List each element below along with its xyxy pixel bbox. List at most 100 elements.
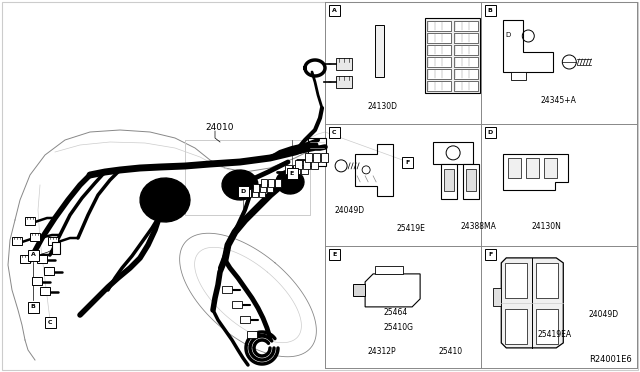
Polygon shape xyxy=(501,258,563,348)
Bar xyxy=(247,331,257,338)
Bar xyxy=(526,158,540,178)
Bar xyxy=(328,249,340,260)
Bar xyxy=(267,184,273,192)
Text: 24049D: 24049D xyxy=(334,206,364,215)
Bar xyxy=(536,263,558,298)
Bar xyxy=(484,5,496,16)
Bar xyxy=(275,179,281,187)
Text: F: F xyxy=(488,252,492,257)
Bar xyxy=(427,69,451,79)
Bar xyxy=(427,33,451,43)
Text: 24345+A: 24345+A xyxy=(541,96,577,105)
Bar xyxy=(427,57,451,67)
Bar xyxy=(45,317,56,327)
Bar xyxy=(28,250,38,260)
Bar xyxy=(237,186,248,196)
Text: 24388MA: 24388MA xyxy=(461,222,497,231)
Text: 24312P: 24312P xyxy=(368,347,397,356)
Bar xyxy=(427,21,451,31)
Text: E: E xyxy=(332,252,336,257)
Bar xyxy=(222,286,232,293)
Bar xyxy=(252,189,258,197)
Bar xyxy=(259,189,265,197)
Bar xyxy=(308,138,326,166)
Bar xyxy=(511,72,526,80)
Bar xyxy=(313,153,320,162)
Bar xyxy=(444,169,454,191)
Text: A: A xyxy=(31,253,35,257)
Bar xyxy=(245,189,251,197)
Text: 24049D: 24049D xyxy=(589,310,619,319)
Bar xyxy=(454,69,478,79)
Bar xyxy=(37,255,47,263)
Bar xyxy=(433,142,473,164)
Bar xyxy=(425,18,480,93)
Bar xyxy=(336,76,352,88)
Bar xyxy=(454,33,478,43)
Bar xyxy=(48,237,58,245)
Bar xyxy=(285,165,292,174)
Bar xyxy=(232,301,242,308)
Text: B: B xyxy=(31,305,35,310)
Text: 25410G: 25410G xyxy=(384,323,414,332)
Text: C: C xyxy=(332,130,337,135)
Text: 25419E: 25419E xyxy=(397,224,426,233)
Text: 25419EA: 25419EA xyxy=(538,330,572,339)
Bar xyxy=(454,21,478,31)
Bar xyxy=(32,277,42,285)
Bar xyxy=(466,169,476,191)
Bar xyxy=(328,5,340,16)
Bar xyxy=(240,316,250,323)
Bar xyxy=(506,263,527,298)
Bar xyxy=(401,157,413,167)
Bar xyxy=(44,267,54,275)
Bar xyxy=(305,153,312,162)
Bar xyxy=(427,81,451,91)
Bar xyxy=(261,179,267,187)
Bar xyxy=(28,301,38,312)
Bar xyxy=(25,217,35,225)
Bar xyxy=(484,127,496,138)
Bar xyxy=(40,287,50,295)
Bar xyxy=(544,158,557,178)
Bar xyxy=(375,25,384,77)
Bar xyxy=(493,288,501,306)
Polygon shape xyxy=(222,170,258,200)
Bar xyxy=(336,58,352,70)
Bar xyxy=(375,266,403,274)
Text: F: F xyxy=(405,160,409,164)
Bar xyxy=(536,309,558,344)
Bar xyxy=(508,158,521,178)
Bar xyxy=(328,127,340,138)
Bar xyxy=(287,167,298,179)
Bar xyxy=(303,160,310,169)
Bar xyxy=(301,165,308,174)
Bar xyxy=(260,184,266,192)
Bar xyxy=(311,160,318,169)
Bar xyxy=(484,249,496,260)
Text: D: D xyxy=(488,130,493,135)
Bar xyxy=(293,165,300,174)
Bar xyxy=(52,242,60,254)
Text: 25410: 25410 xyxy=(438,347,463,356)
Text: B: B xyxy=(488,8,493,13)
Text: R24001E6: R24001E6 xyxy=(589,355,632,364)
Text: 25464: 25464 xyxy=(384,308,408,317)
Text: E: E xyxy=(290,170,294,176)
Text: A: A xyxy=(332,8,337,13)
Bar xyxy=(427,45,451,55)
Bar xyxy=(253,184,259,192)
Bar xyxy=(353,284,365,296)
Bar xyxy=(463,164,479,199)
Text: D: D xyxy=(506,32,511,38)
Polygon shape xyxy=(276,170,304,194)
Bar xyxy=(454,57,478,67)
Bar xyxy=(12,237,22,245)
Bar xyxy=(506,309,527,344)
Text: C: C xyxy=(48,320,52,324)
Bar xyxy=(454,81,478,91)
Polygon shape xyxy=(140,178,190,222)
Text: 24010: 24010 xyxy=(205,123,234,132)
Bar xyxy=(268,179,274,187)
Bar xyxy=(441,164,457,199)
